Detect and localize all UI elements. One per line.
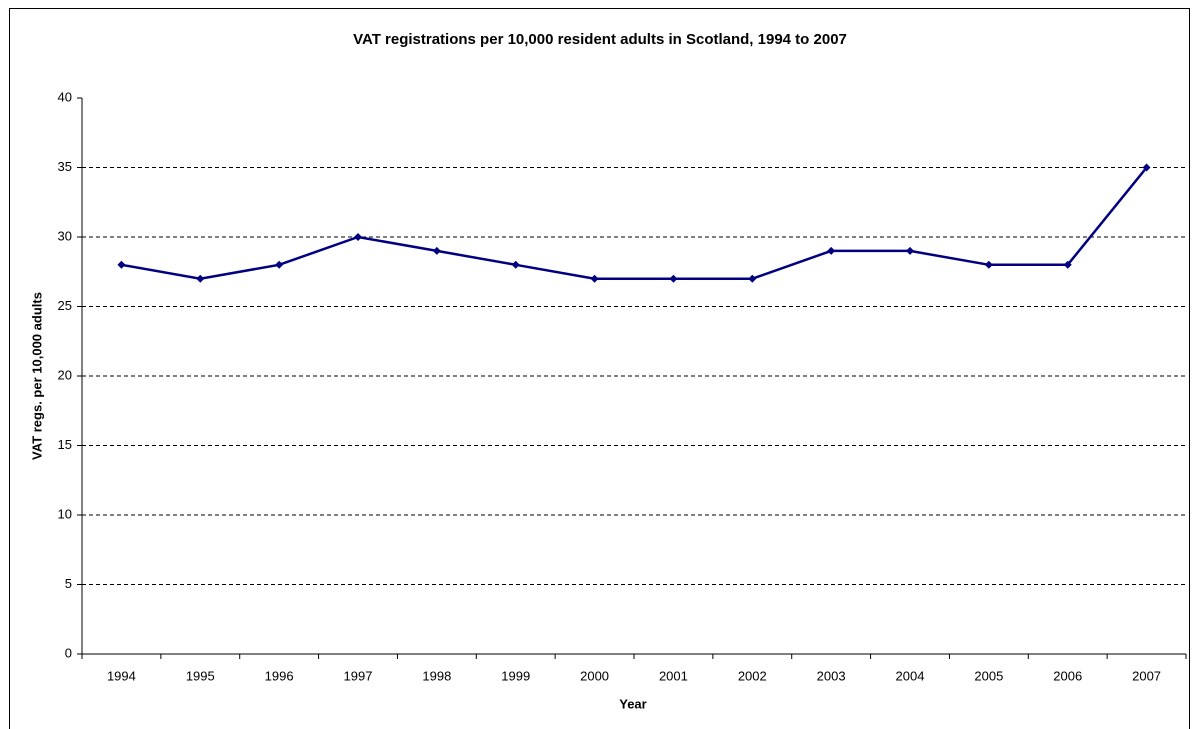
- x-tick-label: 1995: [186, 668, 215, 683]
- x-tick-label: 2006: [1053, 668, 1082, 683]
- y-tick-label: 30: [58, 228, 72, 243]
- x-tick-label: 2000: [580, 668, 609, 683]
- chart-frame: [9, 8, 1190, 729]
- data-point: [748, 274, 757, 283]
- data-point: [511, 260, 520, 269]
- data-point: [669, 274, 678, 283]
- data-line: [121, 166, 1148, 280]
- data-point: [827, 246, 836, 255]
- y-axis-title: VAT regs. per 10,000 adults: [29, 292, 44, 460]
- y-tick-label: 5: [65, 576, 72, 591]
- x-tick-label: 1996: [265, 668, 294, 683]
- x-tick-label: 1998: [422, 668, 451, 683]
- data-point: [354, 233, 362, 241]
- x-tick-label: 2001: [659, 668, 688, 683]
- data-point: [196, 274, 205, 283]
- x-tick-label: 1994: [107, 668, 136, 683]
- data-point: [432, 246, 441, 255]
- y-tick-label: 25: [58, 298, 72, 313]
- x-tick-label: 2003: [817, 668, 846, 683]
- x-tick-label: 2005: [974, 668, 1003, 683]
- data-point: [906, 246, 914, 255]
- data-point: [984, 260, 993, 269]
- x-tick-label: 2004: [896, 668, 925, 683]
- data-point: [1142, 163, 1151, 172]
- y-tick-label: 40: [58, 89, 72, 104]
- data-point: [590, 274, 599, 283]
- y-tick-label: 35: [58, 159, 72, 174]
- y-tick-label: 0: [65, 645, 72, 660]
- x-tick-label: 1997: [344, 668, 373, 683]
- x-axis-title: Year: [619, 696, 646, 711]
- y-tick-label: 15: [58, 437, 72, 452]
- data-point: [117, 260, 126, 269]
- x-tick-label: 1999: [501, 668, 530, 683]
- y-tick-label: 10: [58, 506, 72, 521]
- y-tick-label: 20: [58, 367, 72, 382]
- data-point: [275, 260, 284, 269]
- data-point: [1063, 260, 1072, 269]
- x-tick-label: 2007: [1132, 668, 1161, 683]
- x-tick-label: 2002: [738, 668, 767, 683]
- chart-title: VAT registrations per 10,000 resident ad…: [353, 31, 847, 48]
